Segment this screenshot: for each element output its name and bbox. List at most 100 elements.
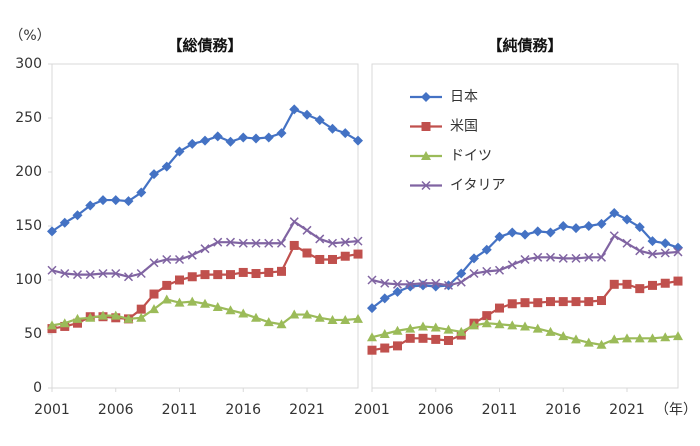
marker [367,345,377,355]
marker [418,278,428,288]
marker [162,280,172,290]
marker [431,334,441,344]
marker [340,237,350,247]
marker [251,133,261,144]
marker [47,320,57,330]
marker [584,297,594,307]
marker [162,254,172,265]
marker [60,268,70,279]
marker [225,136,236,147]
marker [72,210,83,221]
marker [673,331,683,341]
marker [225,305,236,315]
marker [353,236,363,246]
marker [98,268,108,279]
marker [609,231,619,241]
marker [494,319,505,329]
marker [327,123,338,134]
marker [289,217,299,227]
marker [136,312,147,322]
marker [647,236,658,247]
marker [609,279,619,289]
marker [558,297,568,307]
marker [110,195,121,206]
marker [545,326,556,336]
x-tick-label: 2006 [98,402,134,418]
legend-label: ドイツ [450,148,492,164]
y-tick-label: 0 [33,380,42,396]
marker [520,254,530,265]
marker [149,289,159,299]
marker [393,341,402,351]
marker [520,298,530,308]
marker [482,311,492,321]
marker [392,325,403,335]
marker [673,247,683,257]
x-tick-label: 2001 [34,402,70,418]
marker [545,227,556,238]
marker [47,226,57,237]
marker [85,270,95,280]
marker [482,266,492,276]
marker [340,314,351,324]
marker [187,250,197,260]
marker [660,278,670,288]
marker [212,302,223,311]
x-tick-label: 2006 [418,402,454,418]
marker [456,268,467,279]
marker [495,303,504,313]
marker [226,270,235,280]
marker [533,298,543,308]
marker [532,226,543,237]
marker [418,280,428,291]
marker [302,225,312,235]
marker [213,270,223,280]
marker [481,318,492,328]
x-tick-label: 2016 [225,402,261,418]
marker [571,297,581,307]
marker [481,244,492,255]
marker [72,313,83,323]
marker [72,270,83,280]
marker [456,277,466,287]
marker [367,275,377,285]
legend-marker [421,180,431,191]
marker [545,252,556,262]
marker [367,303,377,314]
marker [251,269,261,279]
marker [264,267,274,277]
marker [123,196,134,207]
marker [187,138,198,149]
y-tick-label: 50 [24,326,42,342]
y-tick-label: 100 [15,272,42,288]
marker [225,237,236,247]
marker [634,222,645,233]
marker [558,331,569,341]
marker [73,318,82,328]
legend-label: 日本 [450,89,478,105]
legend-marker [421,122,431,131]
marker [546,297,555,307]
legend-marker [421,151,431,160]
series-line [371,279,679,352]
marker [647,333,658,343]
marker [200,244,210,254]
plot-frame [371,63,679,389]
marker [507,320,518,330]
chart-title: 【総債務】 [167,37,242,55]
marker [174,254,185,265]
marker [392,279,403,289]
marker [418,321,428,331]
marker [161,294,172,304]
marker [187,272,197,282]
marker [353,135,363,146]
legend-label: イタリア [450,178,505,194]
marker [263,132,274,143]
marker [456,326,467,336]
marker [660,238,671,249]
marker [353,313,363,323]
marker [111,268,121,279]
marker [583,221,594,231]
marker [213,237,223,247]
marker [85,200,96,211]
